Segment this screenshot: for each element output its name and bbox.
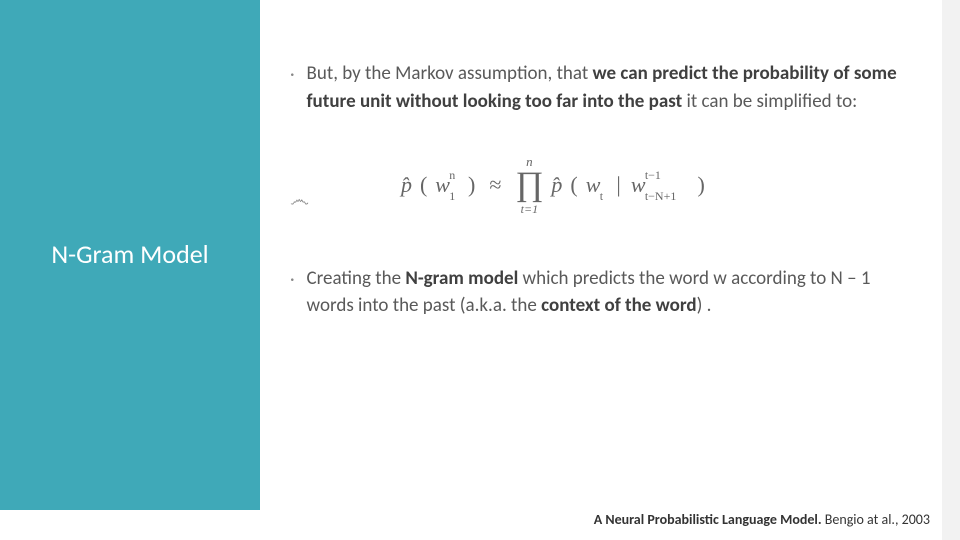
formula-cond: wt−N+1t−1 <box>631 172 646 198</box>
paren-open: ( <box>420 172 427 198</box>
formula-rhs-func: p̂ <box>551 172 562 198</box>
bullet-1-text: But, by the Markov assumption, that we c… <box>307 60 920 115</box>
formula-row: ෴ p̂(w1n) ≈ n ∏ t=1 p̂(wt|wt−N+1t−1) <box>290 155 920 215</box>
formula-lhs-arg: w1n <box>435 172 450 198</box>
bullet-2: · Creating the N-gram model which predic… <box>290 265 920 320</box>
footer-rest: Bengio at al., 2003 <box>822 511 930 528</box>
formula-bar: | <box>616 172 620 198</box>
bullet-marker-icon-2: · <box>290 267 295 292</box>
lhs-w: w <box>435 172 450 197</box>
slide: N-Gram Model · But, by the Markov assump… <box>0 0 960 540</box>
bullet-2-bold2: context of the word <box>541 294 696 317</box>
formula-wt: wt <box>586 172 601 198</box>
swirl-marker-icon: ෴ <box>290 186 309 214</box>
cond-sup: t−1 <box>645 168 661 183</box>
right-edge-strip <box>942 0 960 540</box>
bullet-1-pre: But, by the Markov assumption, that <box>307 62 593 85</box>
rhs-wt-sub: t <box>600 189 603 204</box>
cond-sub: t−N+1 <box>645 189 677 204</box>
formula-lhs-func: p̂ <box>401 172 412 198</box>
formula-product: n ∏ t=1 <box>515 155 543 215</box>
bullet-2-text: Creating the N-gram model which predicts… <box>307 265 920 320</box>
bullet-1-post: it can be simplified to: <box>682 90 857 113</box>
bullet-2-bold1: N-gram model <box>405 267 518 290</box>
bullet-1: · But, by the Markov assumption, that we… <box>290 60 920 115</box>
footer-bold: A Neural Probabilistic Language Model. <box>594 511 822 528</box>
sidebar-panel: N-Gram Model <box>0 0 260 510</box>
lhs-sup: n <box>449 168 455 183</box>
prod-symbol-icon: ∏ <box>515 170 543 201</box>
cond-base: w <box>631 172 646 197</box>
footer-citation: A Neural Probabilistic Language Model. B… <box>594 511 930 528</box>
formula-approx: ≈ <box>489 172 501 198</box>
paren-close: ) <box>468 172 475 198</box>
slide-title: N-Gram Model <box>51 239 208 270</box>
formula: p̂(w1n) ≈ n ∏ t=1 p̂(wt|wt−N+1t−1) <box>401 155 705 215</box>
bullet-2-post: ) . <box>697 294 712 317</box>
bullet-2-pre: Creating the <box>307 267 406 290</box>
bullet-marker-icon: · <box>290 62 295 87</box>
rhs-wt-base: w <box>586 172 601 197</box>
prod-bot: t=1 <box>521 203 538 215</box>
paren-open-2: ( <box>570 172 577 198</box>
paren-close-2: ) <box>698 172 705 198</box>
content-area: · But, by the Markov assumption, that we… <box>260 0 960 540</box>
lhs-sub: 1 <box>449 189 455 204</box>
